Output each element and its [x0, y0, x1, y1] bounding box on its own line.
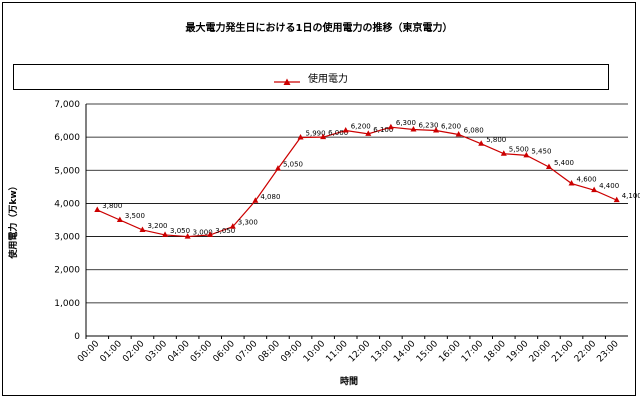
data-point: [387, 123, 394, 130]
data-label: 5,500: [509, 146, 529, 154]
x-tick-label: 12:00: [347, 339, 373, 365]
data-point: [365, 130, 372, 136]
x-axis-title: 時間: [340, 375, 358, 387]
data-label: 6,200: [441, 123, 461, 131]
data-point: [184, 233, 191, 239]
data-point: [433, 127, 440, 133]
data-label: 5,050: [283, 161, 303, 169]
data-point: [410, 126, 417, 132]
data-point: [342, 127, 349, 133]
data-point: [252, 197, 259, 203]
x-tick-label: 05:00: [189, 339, 215, 365]
data-label: 3,050: [170, 227, 190, 235]
chart-area: 最大電力発生日における1日の使用電力の推移（東京電力） 使用電力: [2, 2, 636, 396]
data-label: 3,000: [193, 229, 213, 237]
data-point: [591, 186, 598, 193]
data-point: [297, 133, 304, 140]
x-tick-label: 13:00: [370, 339, 396, 365]
legend-key: [274, 72, 300, 85]
data-point: [274, 165, 281, 171]
x-tick-label: 00:00: [76, 339, 102, 365]
y-tick-label: 5,000: [54, 166, 80, 176]
series-line: [97, 126, 617, 238]
data-label: 6,080: [464, 126, 484, 134]
data-label: 3,200: [147, 222, 167, 230]
data-label: 5,800: [486, 136, 506, 144]
data-point: [139, 226, 146, 232]
data-label: 4,100: [622, 192, 640, 200]
data-label: 3,500: [125, 212, 145, 220]
x-tick-label: 04:00: [166, 339, 192, 365]
x-tick-label: 21:00: [550, 339, 576, 365]
y-tick-label: 6,000: [54, 133, 80, 143]
data-point: [320, 133, 327, 140]
data-point: [207, 231, 214, 237]
y-tick-label: 1,000: [54, 299, 80, 309]
x-tick-label: 23:00: [595, 339, 621, 365]
data-point: [94, 206, 101, 213]
x-tick-label: 17:00: [460, 339, 486, 365]
data-point: [568, 180, 575, 186]
data-label: 4,600: [577, 176, 597, 184]
y-axis-title: 使用電力（万kw）: [7, 181, 19, 259]
data-label: 4,400: [599, 182, 619, 190]
data-point: [545, 163, 552, 169]
data-point: [162, 231, 169, 237]
x-tick-label: 22:00: [573, 339, 599, 365]
data-point: [229, 223, 236, 229]
legend-label: 使用電力: [308, 73, 348, 85]
data-label: 5,450: [531, 147, 551, 155]
x-tick-label: 06:00: [212, 339, 238, 365]
data-label: 4,080: [260, 193, 280, 201]
legend: 使用電力: [13, 64, 609, 90]
data-label: 3,800: [102, 202, 122, 210]
x-tick-label: 11:00: [324, 339, 350, 365]
y-tick-label: 0: [74, 332, 80, 342]
data-point: [116, 216, 123, 222]
data-label: 6,300: [396, 119, 416, 127]
data-label: 3,050: [215, 227, 235, 235]
data-point: [455, 130, 462, 137]
y-tick-label: 7,000: [54, 100, 80, 110]
x-tick-label: 19:00: [505, 339, 531, 365]
data-label: 3,300: [238, 219, 258, 227]
data-label: 5,400: [554, 159, 574, 167]
data-label: 6,200: [351, 123, 371, 131]
x-tick-label: 09:00: [279, 339, 305, 365]
x-tick-label: 20:00: [528, 339, 554, 365]
data-label: 6,000: [328, 129, 348, 137]
y-tick-label: 2,000: [54, 266, 80, 276]
y-tick-label: 3,000: [54, 233, 80, 243]
data-label: 5,990: [306, 129, 326, 137]
x-tick-label: 10:00: [302, 339, 328, 365]
data-point: [523, 151, 530, 158]
data-point: [500, 150, 507, 156]
x-tick-label: 03:00: [144, 339, 170, 365]
x-tick-label: 07:00: [234, 339, 260, 365]
x-tick-label: 15:00: [415, 339, 441, 365]
x-tick-label: 14:00: [392, 339, 418, 365]
chart-title: 最大電力発生日における1日の使用電力の推移（東京電力）: [185, 23, 453, 34]
x-tick-label: 08:00: [257, 339, 283, 365]
y-tick-label: 4,000: [54, 199, 80, 209]
data-label: 6,230: [418, 122, 438, 130]
data-point: [478, 140, 485, 146]
data-label: 6,100: [373, 126, 393, 134]
x-tick-label: 16:00: [437, 339, 463, 365]
x-tick-label: 18:00: [483, 339, 509, 365]
x-tick-label: 01:00: [99, 339, 125, 365]
data-point: [613, 196, 620, 203]
x-tick-label: 02:00: [121, 339, 147, 365]
